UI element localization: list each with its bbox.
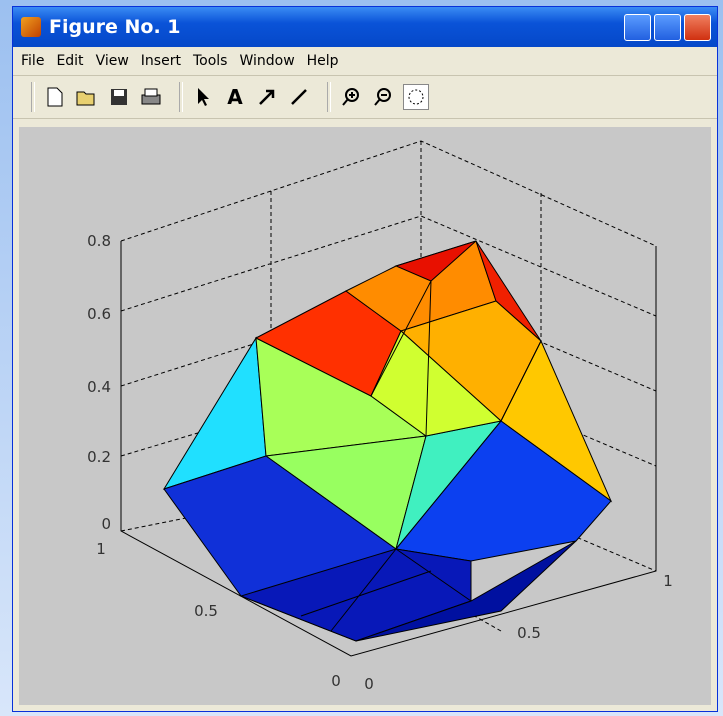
tick-label: 0.6 xyxy=(87,305,111,323)
tick-label: 0 xyxy=(101,515,111,533)
text-button[interactable]: A xyxy=(227,85,243,109)
select-button[interactable] xyxy=(191,85,215,109)
tick-label: 0 xyxy=(364,675,374,693)
title-bar: Figure No. 1 xyxy=(13,7,717,47)
zoom-out-button[interactable] xyxy=(371,85,395,109)
tick-label: 0.5 xyxy=(194,602,218,620)
save-button[interactable] xyxy=(107,85,131,109)
arrow-button[interactable] xyxy=(255,85,279,109)
menu-item[interactable]: Help xyxy=(306,53,339,69)
toolbar: A xyxy=(13,76,717,119)
menu-item[interactable]: Window xyxy=(239,53,295,69)
tick-label: 1 xyxy=(663,572,673,590)
new-button[interactable] xyxy=(43,85,67,109)
menu-item[interactable]: Tools xyxy=(192,53,228,69)
figure-window: Figure No. 1 File Edit View Insert Tools Wind… xyxy=(12,6,718,712)
separator xyxy=(31,82,35,112)
tick-label: 0.5 xyxy=(517,624,541,642)
zoom-in-button[interactable] xyxy=(339,85,363,109)
menu-item[interactable]: File xyxy=(21,53,45,69)
surface xyxy=(162,240,613,642)
rotate-button[interactable] xyxy=(403,84,429,110)
separator xyxy=(327,82,331,112)
menu-bar: File Edit View Insert Tools Window Help xyxy=(13,47,717,76)
axis-lines xyxy=(120,241,657,657)
open-button[interactable] xyxy=(75,85,99,109)
axes: 0.8 0.6 0.4 0.2 0 1 0.5 0 0 0.5 1 xyxy=(87,140,673,693)
tick-labels: 0.8 0.6 0.4 0.2 0 1 0.5 0 0 0.5 1 xyxy=(87,232,673,693)
menu-item[interactable]: View xyxy=(95,53,129,69)
print-button[interactable] xyxy=(139,85,163,109)
tick-label: 0.4 xyxy=(87,378,111,396)
menu-item[interactable]: Edit xyxy=(56,53,84,69)
close-button[interactable] xyxy=(684,13,711,41)
tick-label: 0.8 xyxy=(87,232,111,250)
window-title: Figure No. 1 xyxy=(49,16,181,38)
tick-label: 0 xyxy=(331,672,341,690)
app-icon xyxy=(21,17,41,37)
tick-label: 0.2 xyxy=(87,448,111,466)
plot-area: 0.8 0.6 0.4 0.2 0 1 0.5 0 0 0.5 1 xyxy=(19,127,711,705)
line-button[interactable] xyxy=(287,85,311,109)
menu-item[interactable]: Insert xyxy=(140,53,181,69)
minimize-button[interactable] xyxy=(624,13,651,41)
separator xyxy=(179,82,183,112)
tick-label: 1 xyxy=(96,540,106,558)
maximize-button[interactable] xyxy=(654,13,681,41)
